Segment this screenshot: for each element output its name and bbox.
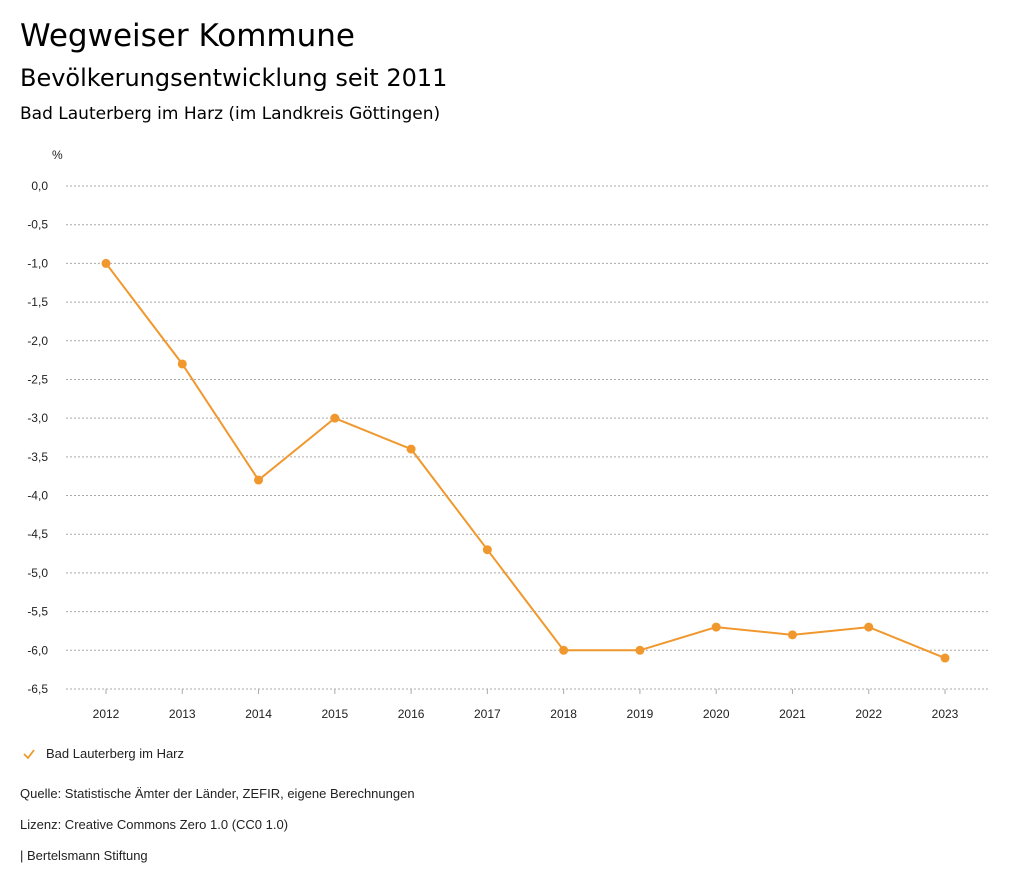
y-tick-label: 0,0 bbox=[31, 179, 48, 193]
y-tick-label: -1,0 bbox=[27, 256, 48, 270]
y-tick-label: -3,5 bbox=[27, 450, 48, 464]
x-tick-label: 2022 bbox=[855, 707, 882, 721]
x-tick-label: 2013 bbox=[169, 707, 196, 721]
y-tick-label: -4,0 bbox=[27, 489, 48, 503]
region-title: Bad Lauterberg im Harz (im Landkreis Göt… bbox=[20, 104, 441, 124]
y-tick-label: -2,5 bbox=[27, 372, 48, 386]
y-tick-label: -1,5 bbox=[27, 295, 48, 309]
y-tick-label: -0,5 bbox=[27, 218, 48, 232]
page-title: Wegweiser Kommune bbox=[20, 18, 355, 54]
data-point bbox=[406, 444, 416, 454]
x-tick-label: 2017 bbox=[474, 707, 501, 721]
x-tick-label: 2019 bbox=[627, 707, 654, 721]
y-tick-label: -2,0 bbox=[27, 334, 48, 348]
line-chart: % 0,0 -0,5 -1,0 -1,5 -2,0 -2,5 -3,0 -3,5 -4,0 -4,5… bbox=[27, 148, 990, 721]
x-tick-label: 2012 bbox=[93, 707, 120, 721]
x-tick-label: 2015 bbox=[321, 707, 348, 721]
data-point bbox=[482, 545, 492, 555]
data-point bbox=[940, 653, 950, 663]
x-tick-label: 2021 bbox=[779, 707, 806, 721]
license-text: Lizenz: Creative Commons Zero 1.0 (CC0 1… bbox=[20, 817, 289, 832]
data-point bbox=[635, 645, 645, 655]
y-axis-unit: % bbox=[52, 148, 63, 162]
y-tick-label: -3,0 bbox=[27, 411, 48, 425]
data-point bbox=[101, 258, 111, 268]
y-tick-label: -5,5 bbox=[27, 605, 48, 619]
data-point bbox=[330, 413, 340, 423]
y-tick-label: -6,0 bbox=[27, 643, 48, 657]
legend-label: Bad Lauterberg im Harz bbox=[46, 746, 185, 761]
brand-text: | Bertelsmann Stiftung bbox=[20, 848, 148, 863]
x-tick-label: 2018 bbox=[550, 707, 577, 721]
series-line bbox=[105, 262, 946, 659]
y-tick-label: -4,5 bbox=[27, 527, 48, 541]
x-tick-label: 2020 bbox=[703, 707, 730, 721]
data-point bbox=[254, 475, 264, 485]
legend-item[interactable]: Bad Lauterberg im Harz bbox=[22, 746, 184, 761]
x-tick-label: 2016 bbox=[398, 707, 425, 721]
x-tick-label: 2023 bbox=[932, 707, 959, 721]
source-text: Quelle: Statistische Ämter der Länder, Z… bbox=[20, 786, 415, 801]
data-point bbox=[177, 359, 187, 369]
data-point bbox=[787, 630, 797, 640]
data-point bbox=[864, 622, 874, 632]
y-tick-label: -6,5 bbox=[27, 682, 48, 696]
data-point bbox=[559, 645, 569, 655]
page-subtitle: Bevölkerungsentwicklung seit 2011 bbox=[20, 64, 448, 92]
x-tick-label: 2014 bbox=[245, 707, 272, 721]
check-icon bbox=[23, 748, 35, 759]
y-tick-label: -5,0 bbox=[27, 566, 48, 580]
data-point bbox=[711, 622, 721, 632]
